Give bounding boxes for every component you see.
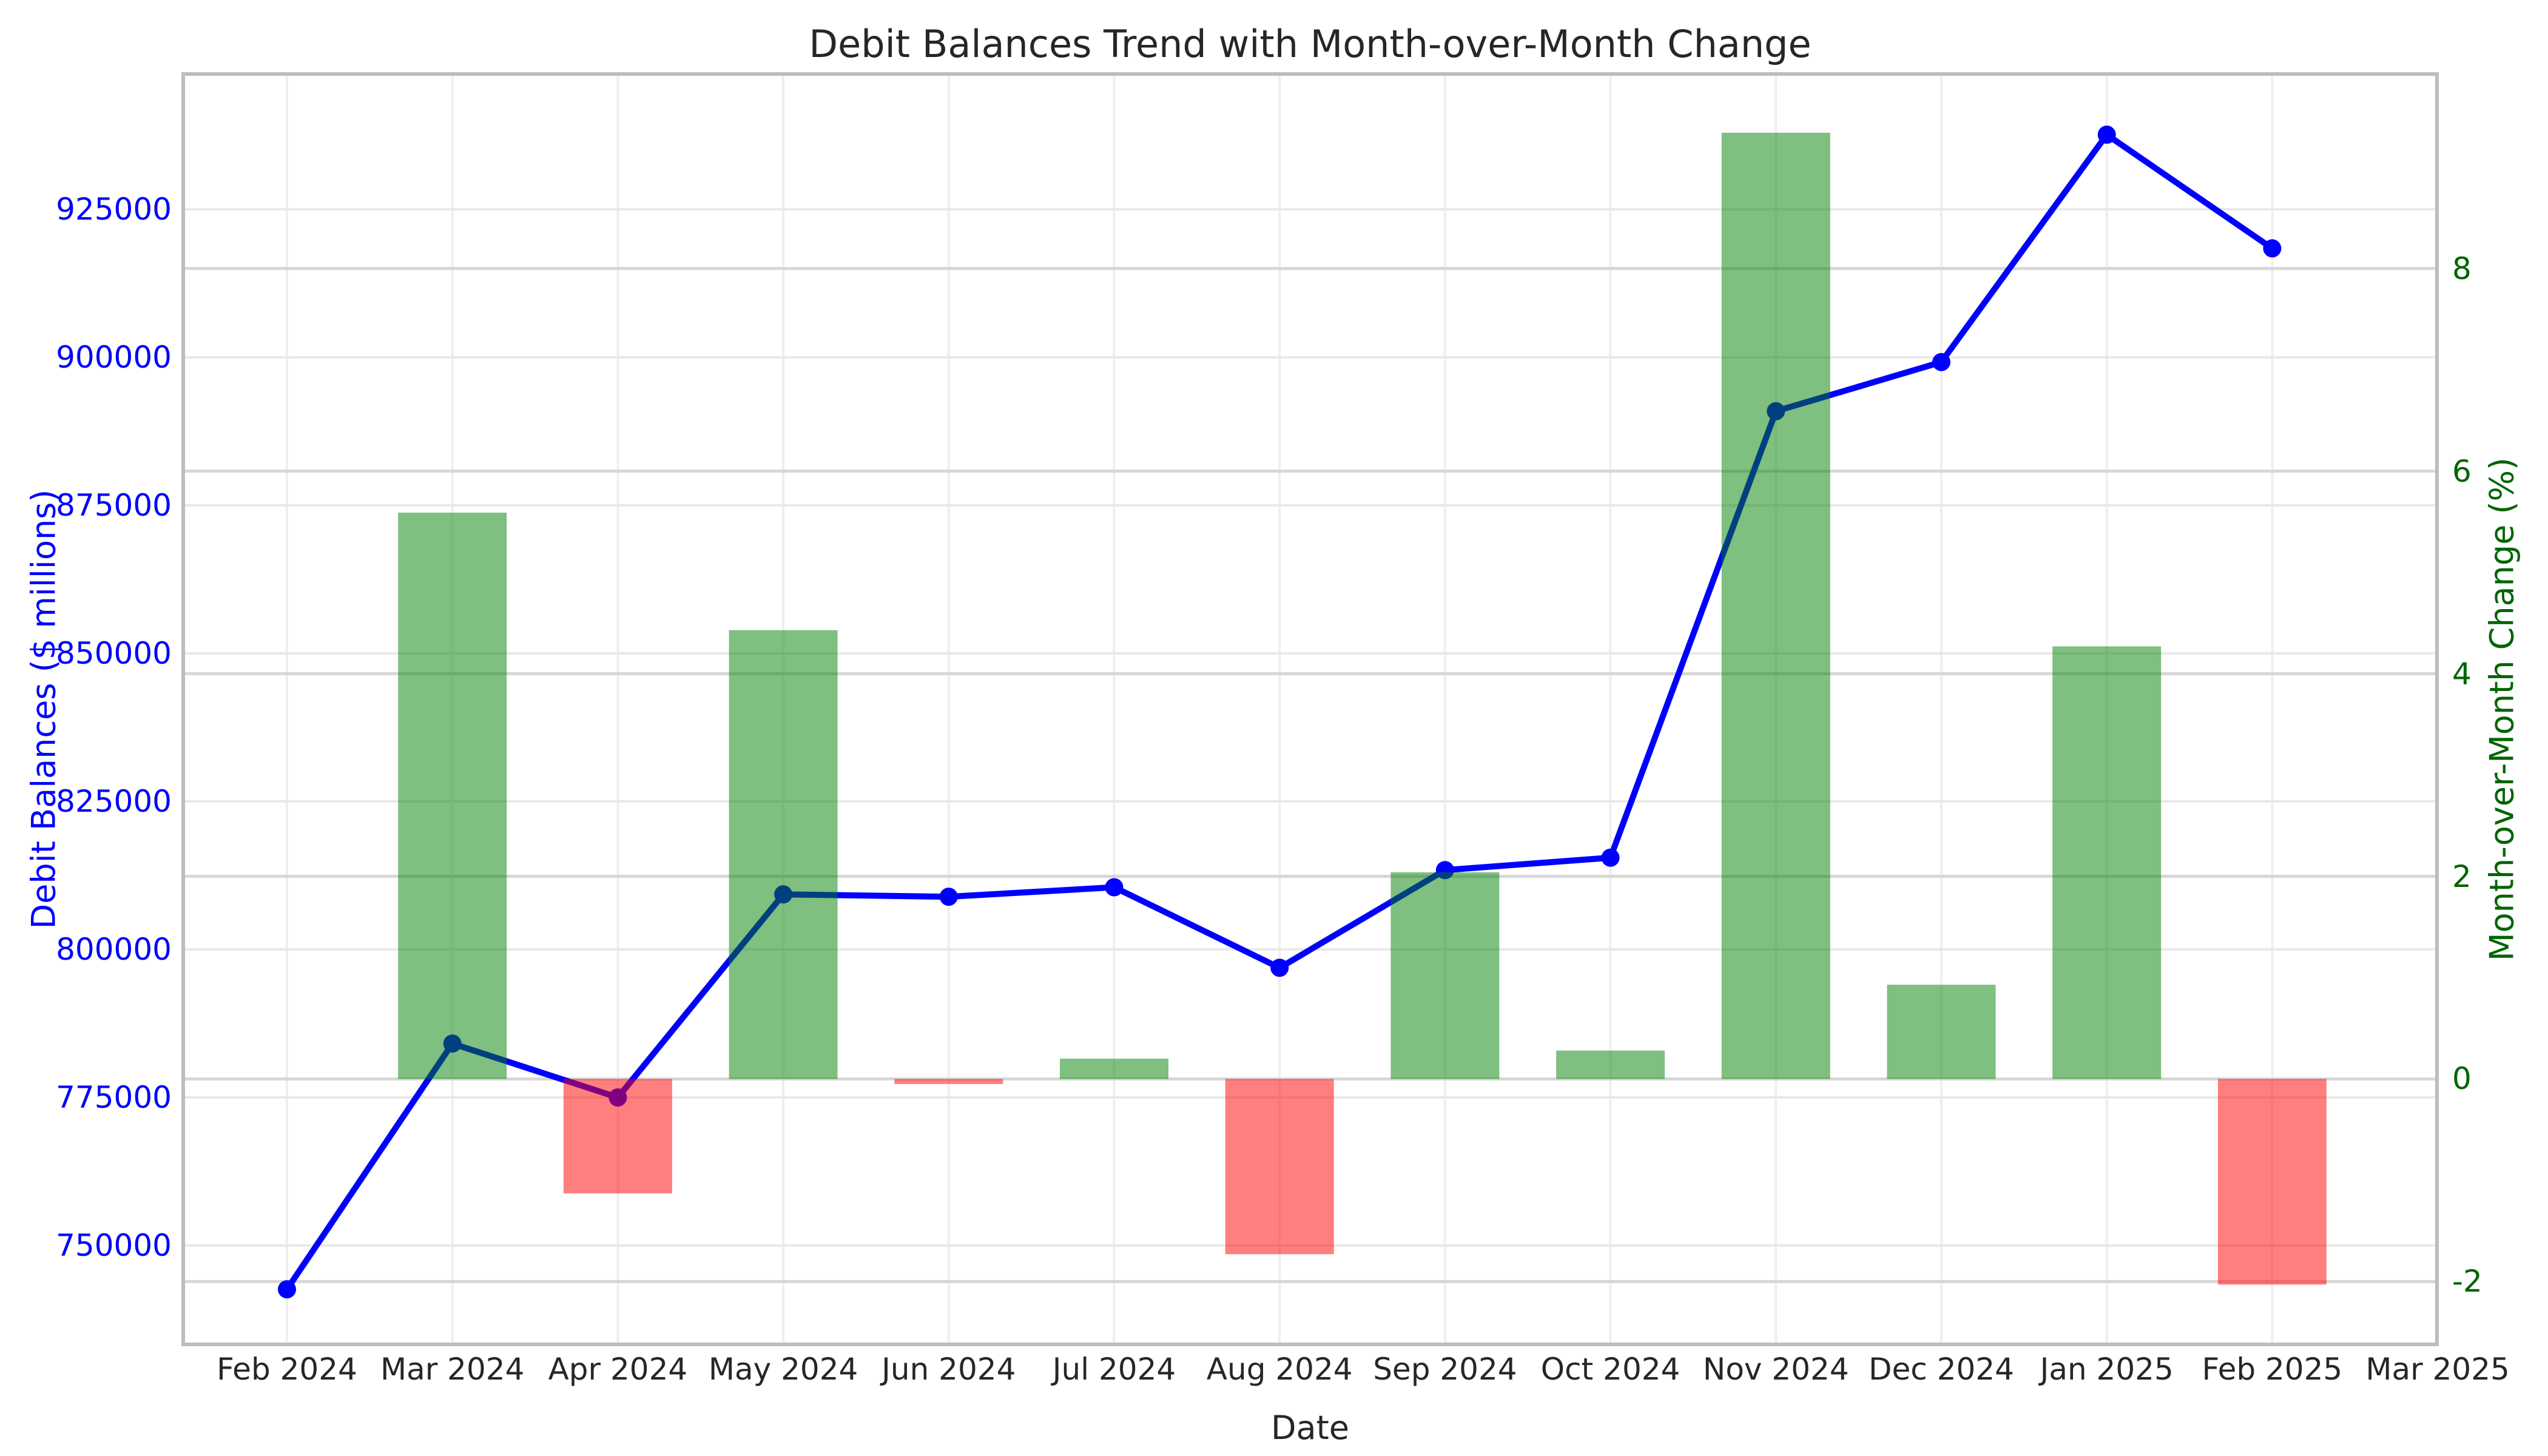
left-axis-title: Debit Balances ($ millions) [24, 489, 63, 929]
right-y-tick-label: 2 [2452, 858, 2472, 894]
x-tick-label: May 2024 [708, 1352, 858, 1387]
data-point-marker [278, 1280, 296, 1299]
mom-bar-positive [2052, 646, 2162, 1079]
mom-bar-positive [729, 630, 838, 1079]
x-tick-label: Jan 2025 [2040, 1352, 2174, 1387]
left-y-tick-label: 900000 [56, 340, 172, 375]
data-point-marker [1105, 878, 1124, 897]
mom-bar-positive [1060, 1059, 1168, 1079]
x-tick-label: Dec 2024 [1869, 1352, 2014, 1387]
x-tick-label: Mar 2025 [2365, 1352, 2510, 1387]
left-y-tick-label: 875000 [56, 488, 172, 523]
mom-bar-negative [894, 1079, 1003, 1084]
x-tick-label: Oct 2024 [1540, 1352, 1680, 1387]
mom-bar-positive [398, 513, 507, 1079]
left-y-tick-label: 750000 [56, 1228, 172, 1263]
left-y-tick-label: 800000 [56, 932, 172, 967]
left-y-tick-label: 825000 [56, 784, 172, 819]
data-point-marker [1270, 959, 1289, 977]
plot-border [181, 72, 2439, 1346]
x-axis-title: Date [1270, 1409, 1350, 1447]
mom-bar-negative [563, 1079, 672, 1194]
right-y-tick-label: 8 [2452, 251, 2472, 286]
data-point-marker [1932, 352, 1950, 371]
x-tick-label: Aug 2024 [1206, 1352, 1353, 1387]
right-y-tick-label: 4 [2452, 656, 2472, 692]
x-tick-label: Jul 2024 [1052, 1352, 1176, 1387]
x-tick-label: Nov 2024 [1702, 1352, 1849, 1387]
chart-title: Debit Balances Trend with Month-over-Mon… [809, 22, 1812, 66]
mom-bar-negative [2217, 1079, 2327, 1285]
data-point-marker [939, 888, 958, 906]
right-y-tick-label: 6 [2452, 453, 2472, 489]
x-tick-label: Feb 2024 [217, 1352, 357, 1387]
data-point-marker [2263, 239, 2282, 258]
x-tick-label: Sep 2024 [1373, 1352, 1517, 1387]
left-y-tick-label: 775000 [56, 1080, 172, 1115]
mom-bar-positive [1390, 872, 1500, 1079]
right-y-tick-label: -2 [2452, 1264, 2482, 1299]
mom-bar-positive [1887, 985, 1996, 1079]
x-tick-label: Jun 2024 [881, 1352, 1016, 1387]
x-tick-label: Apr 2024 [548, 1352, 688, 1387]
right-y-tick-label: 0 [2452, 1061, 2472, 1097]
mom-bar-positive [1556, 1050, 1665, 1079]
data-point-marker [2097, 126, 2116, 144]
mom-bar-positive [1721, 132, 1830, 1079]
mom-bar-negative [1225, 1079, 1334, 1255]
x-tick-label: Feb 2025 [2202, 1352, 2343, 1387]
data-point-marker [1601, 848, 1620, 867]
left-y-tick-label: 925000 [56, 192, 172, 227]
left-y-tick-label: 850000 [56, 636, 172, 671]
x-tick-label: Mar 2024 [380, 1352, 525, 1387]
